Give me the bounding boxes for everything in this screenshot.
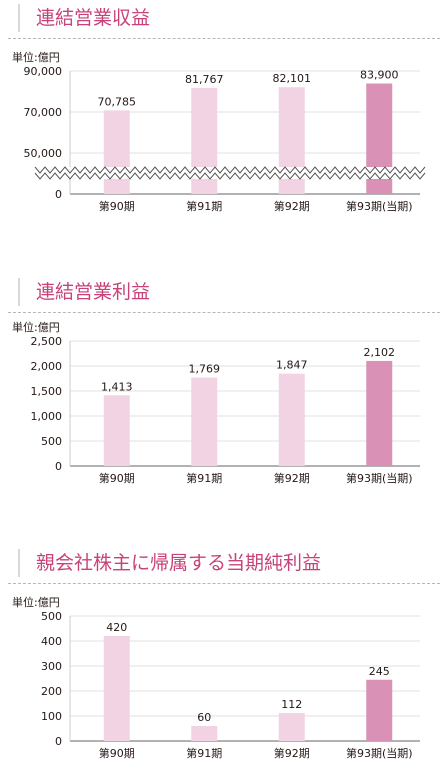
unit-label: 単位:億円	[12, 50, 60, 64]
chart-section-net-income: 親会社株主に帰属する当期純利益 単位:億円 0 100 200 300 400 500 420…	[0, 549, 448, 769]
bar	[191, 726, 218, 741]
y-tick-label: 90,000	[24, 65, 63, 78]
dashed-divider	[8, 38, 440, 39]
y-tick-label: 2,500	[31, 335, 63, 348]
bar	[278, 713, 305, 741]
x-tick-label: 第93期(当期)	[346, 746, 413, 760]
unit-label: 単位:億円	[12, 320, 60, 334]
bar	[103, 636, 130, 741]
data-label: 112	[281, 698, 302, 711]
bar	[103, 395, 130, 466]
x-tick-label: 第92期	[274, 199, 310, 213]
bar	[366, 360, 393, 466]
axis-break-line	[34, 172, 426, 180]
axis-break-line	[34, 166, 426, 174]
chart-net-income: 単位:億円 0 100 200 300 400 500 420 第90期 60 第91期 112 第92…	[12, 595, 420, 760]
y-tick-label: 200	[41, 685, 62, 698]
y-tick-label: 1,500	[31, 385, 63, 398]
y-tick-label: 1,000	[31, 410, 63, 423]
chart-operating-income: 単位:億円 0 500 1,000 1,500 2,000 2,500 1,413 第90期 1,…	[12, 320, 420, 485]
chart-operating-revenue: 単位:億円 0 50,000 70,000 90,000 70,785 第90期 81,767…	[12, 50, 426, 213]
data-label: 2,102	[364, 346, 396, 359]
bar	[278, 373, 305, 466]
y-tick-label: 2,000	[31, 360, 63, 373]
y-tick-label: 70,000	[24, 106, 63, 119]
bar	[191, 377, 218, 466]
y-tick-label: 0	[55, 735, 62, 748]
y-tick-label: 50,000	[24, 147, 63, 160]
x-tick-label: 第93期(当期)	[346, 471, 413, 485]
y-tick-label: 0	[55, 188, 62, 201]
chart-title: 親会社株主に帰属する当期純利益	[18, 549, 321, 577]
x-tick-label: 第90期	[99, 471, 135, 485]
y-tick-label: 500	[41, 435, 62, 448]
x-tick-label: 第91期	[186, 746, 222, 760]
x-tick-label: 第92期	[274, 746, 310, 760]
bar	[366, 679, 393, 741]
data-label: 83,900	[360, 69, 399, 82]
x-tick-label: 第90期	[99, 746, 135, 760]
dashed-divider	[8, 312, 440, 313]
x-tick-label: 第91期	[186, 199, 222, 213]
data-label: 60	[197, 711, 211, 724]
data-label: 82,101	[273, 72, 312, 85]
y-tick-label: 500	[41, 610, 62, 623]
data-label: 70,785	[98, 95, 137, 108]
bar	[103, 110, 130, 194]
y-tick-label: 300	[41, 660, 62, 673]
x-tick-label: 第90期	[99, 199, 135, 213]
y-tick-label: 400	[41, 635, 62, 648]
chart-section-operating-income: 連結営業利益 単位:億円 0 500 1,000 1,500 2,000 2,500 1,41…	[0, 278, 448, 488]
data-label: 81,767	[185, 73, 224, 86]
unit-label: 単位:億円	[12, 595, 60, 609]
data-label: 245	[369, 665, 390, 678]
y-tick-label: 0	[55, 460, 62, 473]
data-label: 1,413	[101, 380, 133, 393]
chart-section-operating-revenue: 連結営業収益 単位:億円 0 50,000 70,000 90,000 70,785 第90…	[0, 4, 448, 224]
chart-title: 連結営業利益	[18, 278, 150, 306]
data-label: 1,769	[189, 363, 221, 376]
data-label: 420	[106, 621, 127, 634]
dashed-divider	[8, 583, 440, 584]
data-label: 1,847	[276, 359, 308, 372]
x-tick-label: 第91期	[186, 471, 222, 485]
x-tick-label: 第93期(当期)	[346, 199, 413, 213]
y-tick-label: 100	[41, 710, 62, 723]
x-tick-label: 第92期	[274, 471, 310, 485]
chart-title: 連結営業収益	[18, 4, 150, 32]
